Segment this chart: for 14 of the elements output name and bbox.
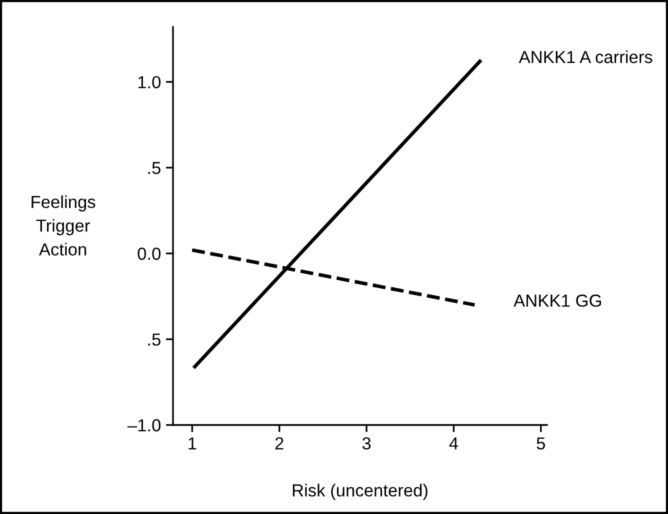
x-tick-label: 3 <box>362 437 371 450</box>
x-tick-label: 2 <box>275 437 284 450</box>
x-tick-label: 5 <box>536 437 545 450</box>
y-tick-label: .5 <box>148 162 160 174</box>
x-tick-label: 1 <box>188 437 196 450</box>
x-tick-label: 4 <box>449 437 458 450</box>
x-axis-title: Risk (uncentered) <box>292 484 428 500</box>
y-axis-title: Feelings Trigger Action <box>32 195 96 256</box>
text: ANKK1 GG <box>514 294 601 307</box>
y-tick-label: .5 <box>148 334 160 346</box>
y-tick-label: 1.0 <box>138 76 161 88</box>
y-tick-label: –1.0 <box>127 419 161 432</box>
text: ANKK1 A carriers <box>518 50 652 64</box>
y-tick-label: 0.0 <box>138 248 161 260</box>
